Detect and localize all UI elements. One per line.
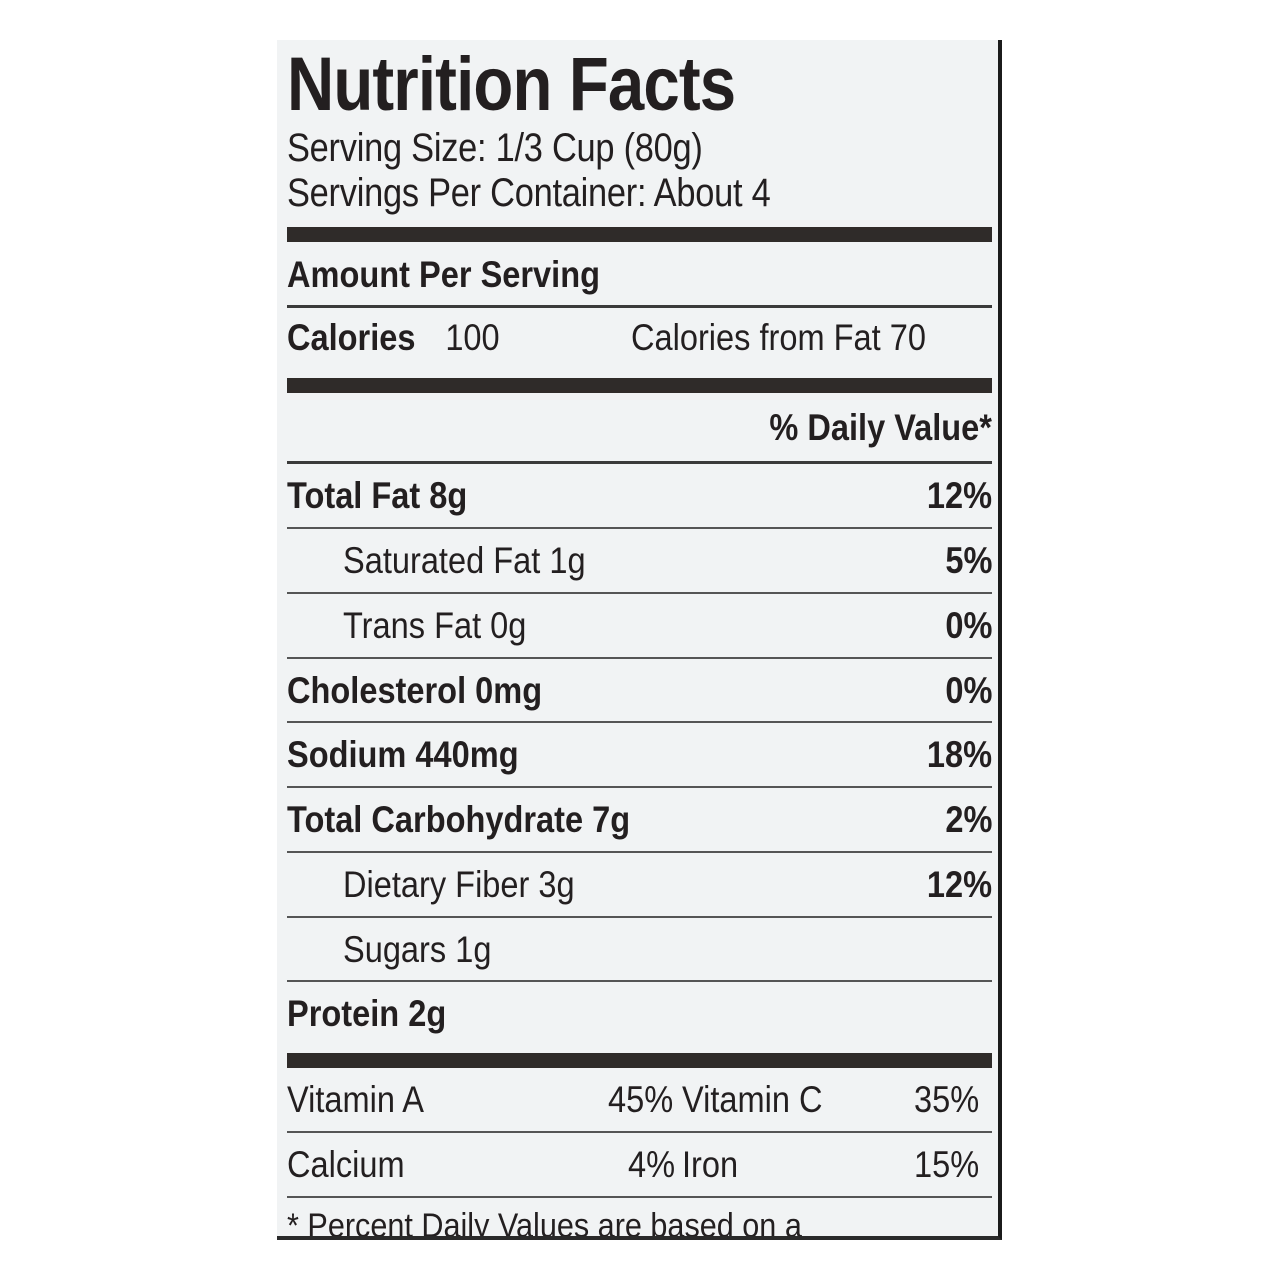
nutrient-row-protein: Protein 2g (287, 982, 992, 1045)
vitamin-name: Iron (681, 1143, 738, 1185)
amount-per-serving-label: Amount Per Serving (287, 254, 601, 296)
iron-cell: Iron 15% (682, 1138, 992, 1193)
divider-thick-top (287, 227, 992, 243)
vitamin-row-1: Vitamin A 45% Vitamin C 35% (287, 1068, 992, 1131)
daily-value-header: % Daily Value* (769, 406, 992, 448)
nutrition-facts-inner: Nutrition Facts Serving Size: 1/3 Cup (8… (287, 40, 992, 1236)
divider-row (287, 1130, 992, 1133)
nutrition-facts-panel: Nutrition Facts Serving Size: 1/3 Cup (8… (277, 40, 1002, 1240)
nutrient-dv: 0% (944, 604, 992, 646)
nutrient-name: Total Carbohydrate 7g (287, 799, 631, 841)
footnote: * Percent Daily Values are based on a 2,… (287, 1198, 992, 1240)
page-title: Nutrition Facts (287, 42, 736, 127)
nutrient-dv: 0% (944, 669, 992, 711)
nutrient-dv: 12% (926, 475, 992, 517)
nutrient-dv: 2% (944, 799, 992, 841)
vitamin-c-cell: Vitamin C 35% (682, 1073, 992, 1128)
nutrient-row-total-fat: Total Fat 8g 12% (287, 464, 992, 527)
nutrient-name: Saturated Fat 1g (343, 540, 586, 582)
vitamin-name: Calcium (287, 1143, 405, 1185)
nutrient-name: Total Fat 8g (287, 475, 468, 517)
divider-row (287, 980, 992, 983)
nutrient-row-sodium: Sodium 440mg 18% (287, 723, 992, 786)
calcium-cell: Calcium 4% (287, 1138, 682, 1193)
divider-footnote (287, 1195, 992, 1198)
nutrient-dv: 5% (944, 540, 992, 582)
divider-row (287, 656, 992, 659)
vitamin-value: 15% (913, 1143, 980, 1185)
serving-size-text: Serving Size: 1/3 Cup (80g) (287, 126, 703, 171)
divider-row (287, 915, 992, 918)
divider-row (287, 591, 992, 594)
nutrient-name: Sugars 1g (343, 928, 492, 970)
nutrient-name: Sodium 440mg (287, 734, 519, 776)
divider-row (287, 527, 992, 530)
vitamin-value: 35% (913, 1079, 980, 1121)
amount-per-serving-row: Amount Per Serving (287, 242, 992, 305)
vitamin-value: 4% (628, 1143, 676, 1185)
vitamins-list: Vitamin A 45% Vitamin C 35% Calcium 4% (287, 1068, 992, 1198)
nutrient-dv: 18% (926, 734, 992, 776)
divider-row (287, 786, 992, 789)
nutrient-name: Protein 2g (287, 993, 447, 1035)
calories-left-group: Calories 100 (287, 311, 509, 366)
nutrient-name: Cholesterol 0mg (287, 669, 543, 711)
divider-row (287, 461, 992, 465)
vitamin-name: Vitamin C (681, 1079, 823, 1121)
divider-row (287, 850, 992, 853)
divider-thick-calories (287, 377, 992, 393)
nutrient-row-saturated-fat: Saturated Fat 1g 5% (287, 529, 992, 592)
nutrient-name: Trans Fat 0g (343, 604, 527, 646)
divider-amount-calories (287, 304, 992, 308)
nutrient-row-trans-fat: Trans Fat 0g 0% (287, 594, 992, 657)
vitamin-name: Vitamin A (287, 1079, 424, 1121)
nutrient-row-sugars: Sugars 1g (287, 918, 992, 981)
servings-per-container-text: Servings Per Container: About 4 (287, 171, 771, 216)
vitamin-value: 45% (607, 1079, 673, 1121)
calories-row: Calories 100 Calories from Fat 70 (287, 308, 992, 370)
calories-from-fat: Calories from Fat 70 (630, 316, 926, 358)
calories-value: 100 (445, 316, 500, 358)
divider-thick-vitamins (287, 1053, 992, 1069)
nutrient-name: Dietary Fiber 3g (343, 863, 575, 905)
vitamin-a-cell: Vitamin A 45% (287, 1073, 682, 1128)
footnote-line-1: * Percent Daily Values are based on a (287, 1206, 802, 1240)
daily-value-header-row: % Daily Value* (287, 393, 992, 462)
nutrient-row-dietary-fiber: Dietary Fiber 3g 12% (287, 853, 992, 916)
nutrient-dv: 12% (926, 863, 992, 905)
nutrient-list: Total Fat 8g 12% Saturated Fat 1g 5% Tra… (287, 461, 992, 1045)
vitamin-row-2: Calcium 4% Iron 15% (287, 1133, 992, 1196)
calories-label: Calories (287, 316, 416, 358)
serving-info: Serving Size: 1/3 Cup (80g) Servings Per… (287, 126, 992, 216)
nutrient-row-total-carbohydrate: Total Carbohydrate 7g 2% (287, 788, 992, 851)
divider-row (287, 721, 992, 724)
nutrient-row-cholesterol: Cholesterol 0mg 0% (287, 659, 992, 722)
